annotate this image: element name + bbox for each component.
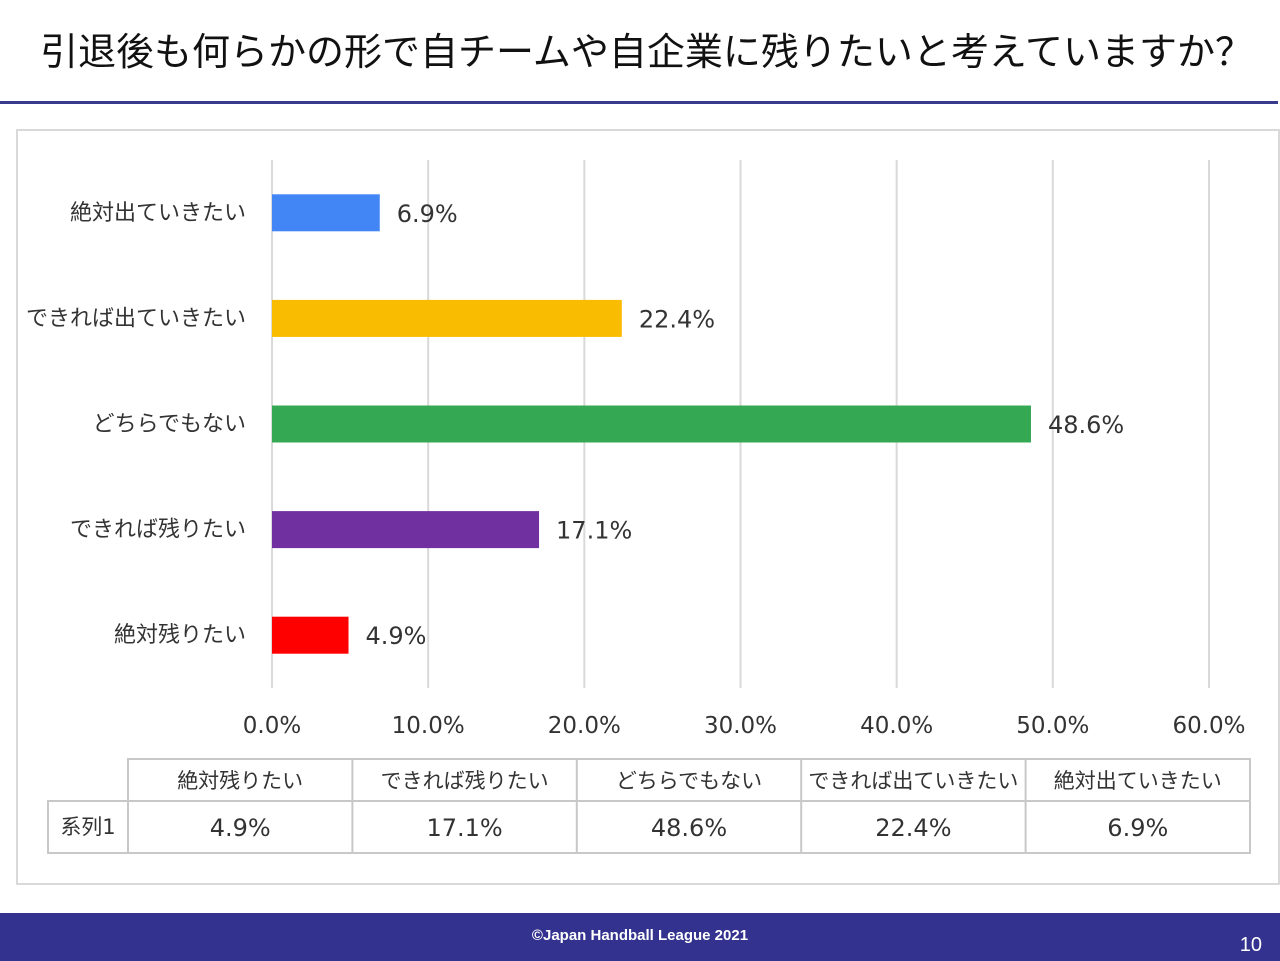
slide-title: 引退後も何らかの形で自チームや自企業に残りたいと考えていますか？ <box>40 30 1253 74</box>
data-label: 17.1% <box>556 517 632 545</box>
footer-copyright: ©Japan Handball League 2021 <box>531 927 749 944</box>
x-tick-label: 40.0% <box>860 713 933 739</box>
data-label: 6.9% <box>397 200 458 228</box>
x-tick-label: 60.0% <box>1172 713 1245 739</box>
table-value-cell: 48.6% <box>651 814 727 842</box>
table-header-cell: 絶対出ていきたい <box>1054 769 1222 793</box>
data-label: 48.6% <box>1048 411 1124 439</box>
table-value-cell: 22.4% <box>875 814 951 842</box>
x-tick-label: 10.0% <box>392 713 465 739</box>
title-divider <box>0 101 1278 104</box>
table-header-cell: どちらでもない <box>616 769 762 793</box>
x-tick-label: 20.0% <box>548 713 621 739</box>
category-label: 絶対残りたい <box>114 623 246 648</box>
category-label: できれば出ていきたい <box>26 306 246 331</box>
page-number: 10 <box>1239 934 1262 956</box>
footer-bar <box>0 913 1280 961</box>
bar <box>272 405 1031 443</box>
table-value-cell: 4.9% <box>210 814 271 842</box>
table-value-cell: 17.1% <box>426 814 502 842</box>
x-tick-label: 50.0% <box>1016 713 1089 739</box>
bar <box>272 511 540 549</box>
table-header-cell: できれば出ていきたい <box>808 769 1018 793</box>
table-header-cell: 絶対残りたい <box>177 769 303 793</box>
table-row-border <box>47 800 1251 854</box>
bar <box>272 616 349 654</box>
category-label: 絶対出ていきたい <box>70 201 246 226</box>
category-label: どちらでもない <box>93 412 246 437</box>
bar <box>272 194 380 232</box>
table-header-cell: できれば残りたい <box>381 769 549 793</box>
x-tick-label: 0.0% <box>243 713 301 739</box>
category-label: できれば残りたい <box>70 518 246 543</box>
data-label: 4.9% <box>366 622 427 650</box>
data-label: 22.4% <box>639 305 715 333</box>
bar <box>272 299 622 337</box>
table-row-label: 系列1 <box>60 815 115 839</box>
x-tick-label: 30.0% <box>704 713 777 739</box>
table-value-cell: 6.9% <box>1107 814 1168 842</box>
